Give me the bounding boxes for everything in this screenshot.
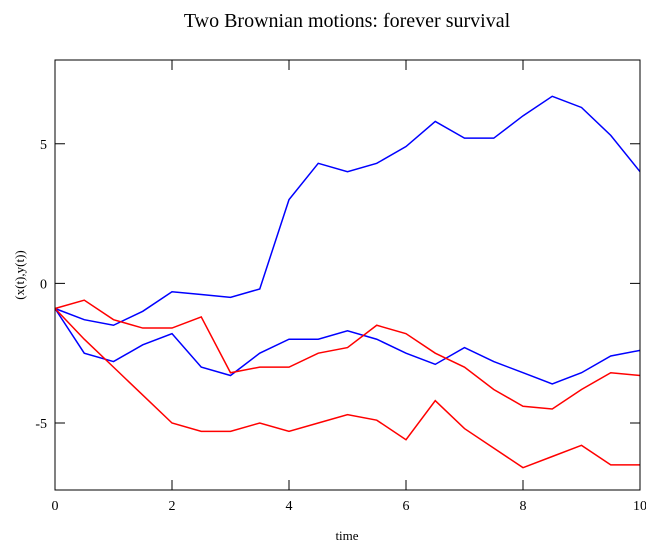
y-tick-label: 0	[40, 277, 47, 292]
series-line	[54, 308, 641, 385]
y-axis-label: (x(t),y(t))	[12, 250, 27, 299]
x-tick-label: 8	[520, 499, 527, 514]
x-tick-label: 4	[286, 499, 293, 514]
plot-frame	[54, 59, 641, 491]
x-tick-label: 10	[633, 499, 646, 514]
x-tick-label: 6	[403, 499, 410, 514]
x-tick-label: 2	[169, 499, 176, 514]
series-line	[54, 95, 641, 327]
y-tick-label: 5	[40, 138, 47, 153]
y-tick-label: -5	[35, 417, 47, 432]
chart-title: Two Brownian motions: forever survival	[184, 10, 511, 32]
series-line	[54, 307, 640, 469]
series-line	[54, 299, 641, 410]
x-axis-label: time	[335, 528, 358, 543]
x-tick-label: 0	[52, 499, 59, 514]
